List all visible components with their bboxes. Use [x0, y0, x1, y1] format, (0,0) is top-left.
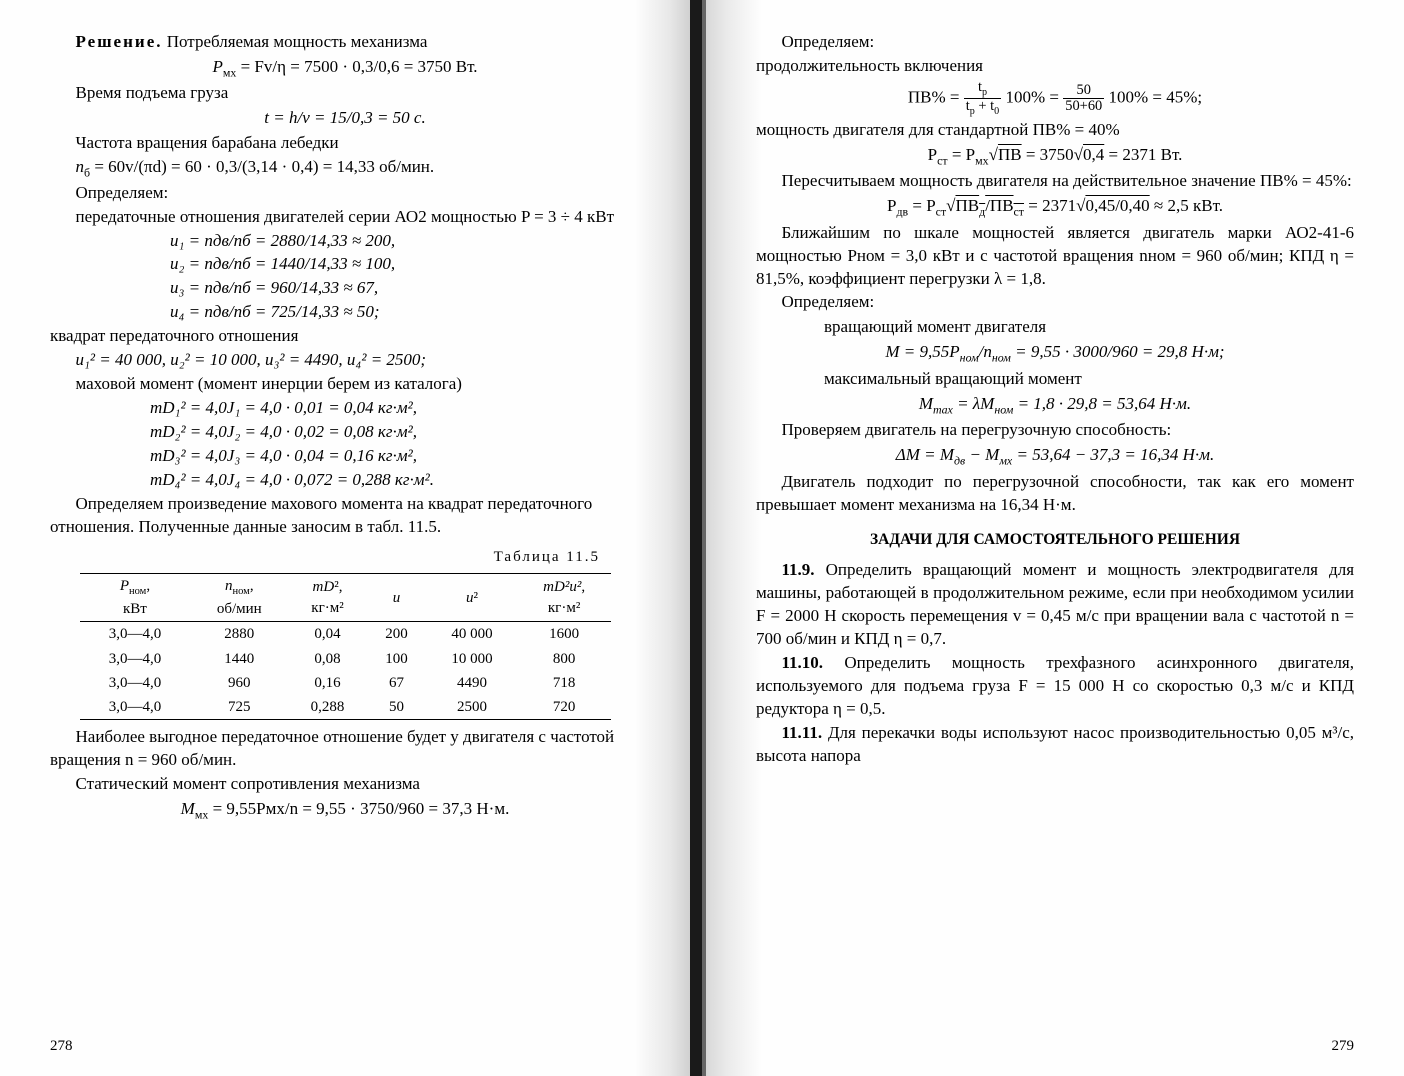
page-number-left: 278 [50, 1036, 73, 1056]
left-page: Решение. Потребляемая мощность механизма… [0, 0, 702, 1076]
task-11-9: 11.9. Определить вращающий момент и мощн… [756, 559, 1354, 651]
r-p8: Двигатель подходит по перегрузочной спос… [756, 471, 1354, 517]
r-eq2: Pст = Pмх√ПВ = 3750√0,4 = 2371 Вт. [756, 144, 1354, 168]
task-11-11: 11.11. Для перекачки воды используют нас… [756, 722, 1354, 768]
p3: Частота вращения барабана лебедки [50, 132, 640, 155]
r-eq5: M = 9,55Pном/nном = 9,55 · 3000/960 = 29… [756, 341, 1354, 365]
p5: квадрат передаточного отношения [50, 325, 640, 348]
p1: Потребляемая мощность механизма [163, 32, 428, 51]
p4a: Определяем: [50, 182, 640, 205]
p2: Время подъема груза [50, 82, 640, 105]
th-1: nном,об/мин [190, 573, 288, 621]
r-eq1: ПВ% = tрtр + t0 100% = 5050+60 100% = 45… [756, 80, 1354, 117]
r-eq6: Mmax = λMном = 1,8 · 29,8 = 53,64 Н·м. [756, 393, 1354, 417]
th-4: u² [426, 573, 518, 621]
p7: Определяем произведение махового момента… [50, 493, 640, 539]
solution-label: Решение. [76, 32, 163, 51]
eq1: Pмх = Fv/η = 7500 · 0,3/0,6 = 3750 Вт. [50, 56, 640, 80]
r-p2: мощность двигателя для стандартной ПВ% =… [756, 119, 1354, 142]
th-5: mD²u²,кг·м² [518, 573, 611, 621]
section-heading: ЗАДАЧИ ДЛЯ САМОСТОЯТЕЛЬНОГО РЕШЕНИЯ [756, 530, 1354, 551]
task-11-10: 11.10. Определить мощность трехфазного а… [756, 652, 1354, 721]
r-p1a: Определяем: [756, 31, 1354, 54]
md2: mD₂² = 4,0J₂ = 4,0 · 0,02 = 0,08 кг·м², [150, 421, 640, 444]
r-p5a: Определяем: [756, 291, 1354, 314]
md1: mD₁² = 4,0J₁ = 4,0 · 0,01 = 0,04 кг·м², [150, 397, 640, 420]
r-p6: максимальный вращающий момент [756, 368, 1354, 391]
md4: mD₄² = 4,0J₄ = 4,0 · 0,072 = 0,288 кг·м²… [150, 469, 640, 492]
r-eq7: ΔM = Mдв − Mмх = 53,64 − 37,3 = 16,34 Н·… [756, 444, 1354, 468]
table-caption: Таблица 11.5 [50, 547, 600, 567]
md-block: mD₁² = 4,0J₁ = 4,0 · 0,01 = 0,04 кг·м², … [150, 397, 640, 492]
r-p5b: вращающий момент двигателя [756, 316, 1354, 339]
th-0: Pном,кВт [80, 573, 191, 621]
right-page: Определяем: продолжительность включения … [702, 0, 1404, 1076]
u2: u₂ = nдв/nб = 1440/14,33 ≈ 100, [170, 253, 640, 276]
r-p7: Проверяем двигатель на перегрузочную спо… [756, 419, 1354, 442]
table-row: 3,0—4,0 960 0,16 67 4490 718 [80, 671, 611, 695]
eq5: u₁² = 40 000, u₂² = 10 000, u₃² = 4490, … [50, 349, 640, 372]
r-p4: Ближайшим по шкале мощностей является дв… [756, 222, 1354, 291]
p9: Статический момент сопротивления механиз… [50, 773, 640, 796]
r-eq3: Pдв = Pст√ПВд/ПВст = 2371√0,45/0,40 ≈ 2,… [756, 195, 1354, 219]
page-number-right: 279 [1332, 1036, 1355, 1056]
p4b: передаточные отношения двигателей серии … [50, 206, 640, 229]
solution-line: Решение. Потребляемая мощность механизма [50, 31, 640, 54]
u1: u₁ = nдв/nб = 2880/14,33 ≈ 200, [170, 230, 640, 253]
th-3: u [367, 573, 426, 621]
eq2: t = h/v = 15/0,3 = 50 с. [50, 107, 640, 130]
table-row: 3,0—4,0 1440 0,08 100 10 000 800 [80, 647, 611, 671]
md3: mD₃² = 4,0J₃ = 4,0 · 0,04 = 0,16 кг·м², [150, 445, 640, 468]
u4: u₄ = nдв/nб = 725/14,33 ≈ 50; [170, 301, 640, 324]
p8: Наиболее выгодное передаточное отношение… [50, 726, 640, 772]
table-row: 3,0—4,0 725 0,288 50 2500 720 [80, 695, 611, 720]
r-p3: Пересчитываем мощность двигателя на дейс… [756, 170, 1354, 193]
table-11-5: Pном,кВт nном,об/мин mD²,кг·м² u u² mD²u… [80, 573, 611, 720]
table-row: 3,0—4,0 2880 0,04 200 40 000 1600 [80, 622, 611, 647]
th-2: mD²,кг·м² [288, 573, 367, 621]
u-block: u₁ = nдв/nб = 2880/14,33 ≈ 200, u₂ = nдв… [170, 230, 640, 325]
p6: маховой момент (момент инерции берем из … [50, 373, 640, 396]
eq3: nб = 60v/(πd) = 60 · 0,3/(3,14 · 0,4) = … [50, 156, 640, 180]
r-p1b: продолжительность включения [756, 55, 1354, 78]
eq9: Mмх = 9,55Pмх/n = 9,55 · 3750/960 = 37,3… [50, 798, 640, 822]
u3: u₃ = nдв/nб = 960/14,33 ≈ 67, [170, 277, 640, 300]
